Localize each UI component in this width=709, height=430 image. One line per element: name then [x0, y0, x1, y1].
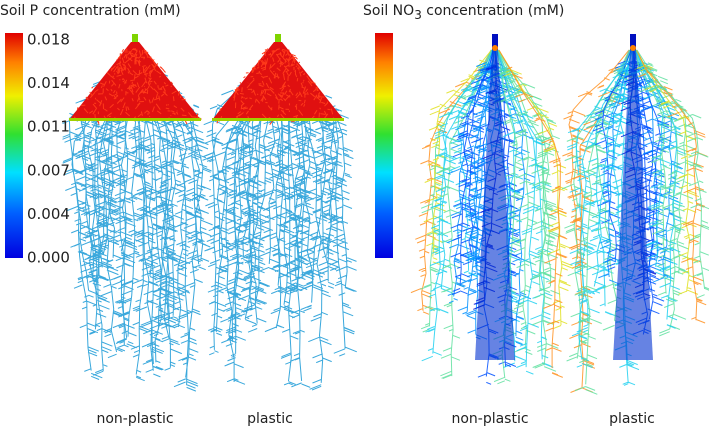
colorbar-tick-label: 0.014 [27, 74, 70, 92]
depletion-cone [212, 42, 344, 120]
cone-edge [69, 118, 201, 121]
title-part: concentration (mM) [422, 3, 565, 19]
colorbar-tick-label: 0.018 [27, 31, 70, 49]
cone-edge [212, 118, 344, 121]
root [492, 49, 540, 355]
panel-title: Soil P concentration (mM) [0, 3, 181, 19]
cone-roots [216, 48, 340, 126]
colorbar [375, 33, 393, 258]
stem [630, 34, 636, 50]
root [497, 49, 559, 372]
root [636, 49, 709, 299]
title-subscript: 3 [414, 8, 422, 22]
hotspot [630, 45, 636, 51]
title-part: Soil NO [363, 3, 414, 19]
colorbar-tick-label: 0.004 [27, 205, 70, 223]
root [584, 49, 632, 317]
root [447, 49, 498, 304]
root [423, 49, 492, 265]
stem [492, 34, 498, 50]
colorbar-tick-label: 0.000 [27, 249, 70, 267]
panel-label: plastic [609, 411, 655, 427]
cone-roots [73, 47, 202, 125]
core [613, 50, 653, 360]
colorbar [5, 33, 23, 258]
hotspot [492, 45, 498, 51]
colorbar-tick-label: 0.007 [27, 161, 70, 179]
core [475, 50, 515, 360]
panel-label: non-plastic [451, 411, 528, 427]
panel-label: non-plastic [96, 411, 173, 427]
panel-title: Soil NO3 concentration (mM) [363, 3, 564, 22]
root-images [62, 34, 709, 395]
panel-label: plastic [247, 411, 293, 427]
root [498, 49, 568, 378]
root [632, 49, 687, 329]
colorbar-tick-label: 0.011 [27, 118, 70, 136]
